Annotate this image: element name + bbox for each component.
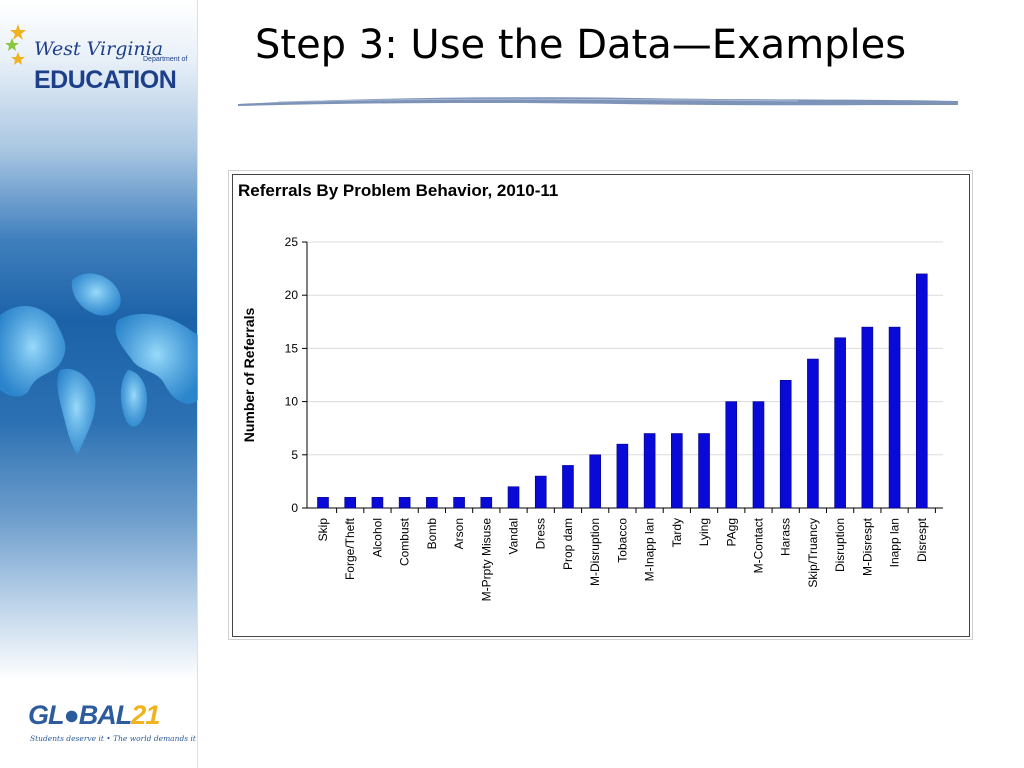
bar [534, 475, 547, 509]
y-tick-label: 20 [285, 288, 299, 302]
bar [317, 497, 329, 509]
bar [616, 443, 629, 509]
title-underline [238, 97, 958, 106]
bar [589, 454, 601, 509]
x-tick-label: Tobacco [615, 518, 629, 563]
bar [671, 433, 683, 509]
y-tick-label: 15 [285, 341, 299, 355]
bar [643, 433, 656, 509]
bar [453, 497, 465, 509]
x-tick-label: M-Prpty Misuse [479, 518, 493, 602]
x-tick-label: Dress [534, 518, 548, 549]
x-tick-label: Disruption [833, 518, 847, 572]
chart-title: Referrals By Problem Behavior, 2010-11 [238, 181, 559, 200]
chart-panel: Referrals By Problem Behavior, 2010-11 [232, 174, 970, 637]
bar [344, 497, 357, 509]
y-axis-label: Number of Referrals [241, 307, 257, 442]
y-tick-label: 25 [285, 235, 299, 249]
x-tick-label: M-Contact [751, 517, 765, 573]
x-tick-label: Inapp lan [888, 518, 902, 567]
bar [915, 273, 928, 509]
bar [834, 337, 846, 509]
y-tick-label: 10 [285, 395, 299, 409]
wv-education-logo: West Virginia Department of EDUCATION [4, 16, 190, 94]
x-tick-label: M-Inapp lan [643, 518, 657, 581]
bar [480, 497, 493, 509]
x-tick-label: M-Disruption [588, 518, 602, 586]
bar [725, 401, 738, 509]
bar [752, 401, 765, 509]
global21-tagline: Students deserve it • The world demands … [30, 734, 196, 743]
global21-wordmark: GL●BAL21 [28, 700, 160, 730]
x-tick-label: PAgg [724, 518, 738, 546]
bar [507, 486, 520, 509]
bar [398, 497, 411, 509]
x-tick-label: Arson [452, 518, 466, 549]
slide-title: Step 3: Use the Data—Examples [255, 22, 907, 68]
x-tick-label: Bomb [425, 518, 439, 550]
x-tick-label: Skip/Truancy [806, 518, 820, 588]
bar-chart: 0 5 10 15 20 25 Number of Referrals Skip Forge/T… [241, 235, 943, 602]
bar [861, 326, 874, 509]
x-tick-label: M-Disrespt [860, 517, 874, 576]
x-tick-label: Tardy [670, 518, 684, 547]
chart-frame: Referrals By Problem Behavior, 2010-11 0… [228, 170, 973, 640]
bar [698, 433, 710, 509]
x-tick-label: Alcohol [370, 518, 384, 557]
y-tick-label: 5 [291, 448, 298, 462]
bar [807, 358, 819, 509]
bar [426, 497, 438, 509]
wv-department-text: Department of [143, 56, 188, 63]
x-tick-label: Prop dam [561, 518, 575, 570]
y-tick-label: 0 [291, 501, 298, 515]
x-tick-label: Lying [697, 518, 711, 546]
bar [779, 380, 792, 509]
x-tick-label: Forge/Theft [343, 517, 357, 580]
bar [371, 497, 384, 509]
star-icon [5, 24, 26, 65]
x-tick-label: Disrespt [915, 517, 929, 562]
world-map-icon [0, 273, 198, 455]
wv-education-text: EDUCATION [34, 66, 177, 94]
sidebar-panel: West Virginia Department of EDUCATION GL… [0, 0, 198, 768]
x-tick-label: Skip [316, 518, 330, 542]
x-tick-label: Harass [779, 518, 793, 556]
bar [562, 465, 574, 509]
x-tick-label: Vandal [507, 518, 521, 554]
global21-logo: GL●BAL21 Students deserve it • The world… [28, 700, 196, 750]
bar [888, 326, 901, 509]
wv-script-text: West Virginia [34, 38, 164, 60]
x-tick-label: Combust [398, 517, 412, 566]
